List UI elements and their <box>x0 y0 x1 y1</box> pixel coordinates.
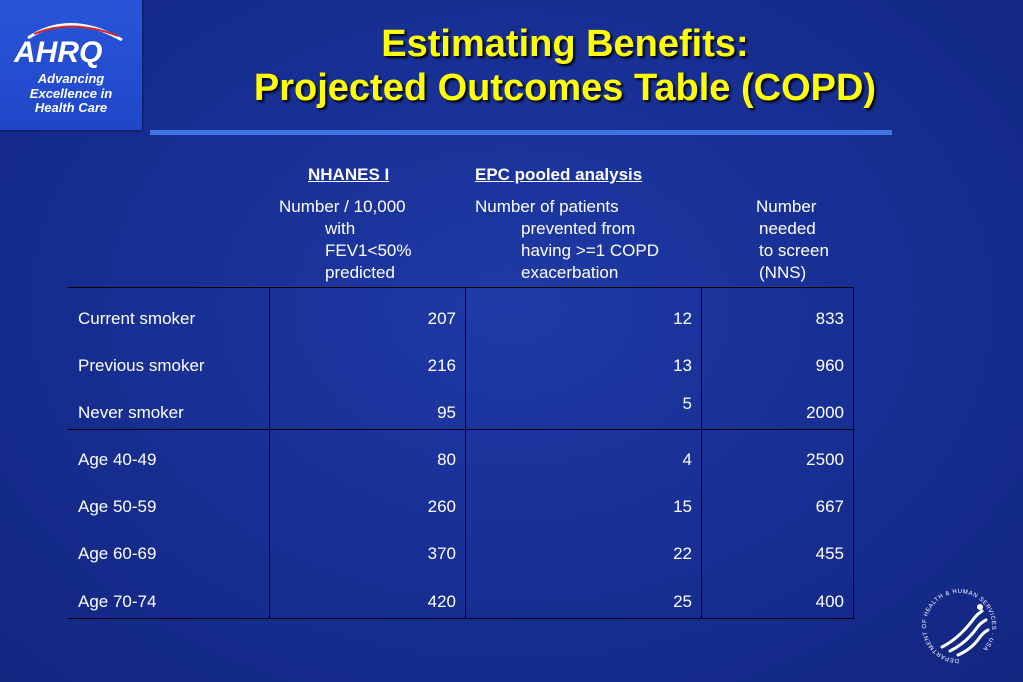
ahrq-wordmark-icon: AHRQ <box>13 23 123 69</box>
row-label: Age 60-69 <box>78 544 157 563</box>
subheader-line: Number <box>756 197 817 216</box>
cell-nhanes: 80 <box>437 450 456 469</box>
cell-nns: 2500 <box>806 450 844 469</box>
table-group-divider <box>68 429 854 430</box>
row-label: Never smoker <box>78 403 184 422</box>
subheader-line: Number of patients <box>475 197 619 216</box>
subheader-line: with <box>325 219 356 238</box>
subheader-epc: Number of patients prevented from having… <box>475 196 659 284</box>
table-column-divider <box>701 287 702 619</box>
cell-nhanes: 216 <box>427 356 456 375</box>
row-label: Current smoker <box>78 309 196 328</box>
ahrq-logo: AHRQ Advancing Excellence in Health Care <box>0 0 142 130</box>
row-label: Age 70-74 <box>78 592 157 611</box>
logo-tagline-line: Health Care <box>34 100 108 115</box>
subheader-line: needed <box>759 219 816 238</box>
seal-ring-text: DEPARTMENT OF HEALTH & HUMAN SERVICES · … <box>922 589 995 663</box>
cell-nns: 960 <box>815 356 844 375</box>
cell-epc: 22 <box>673 544 692 563</box>
subheader-line: to screen <box>759 241 829 260</box>
cell-nns: 833 <box>815 309 844 328</box>
cell-nhanes: 95 <box>437 403 456 422</box>
table-column-divider <box>465 287 466 619</box>
row-label: Age 50-59 <box>78 497 157 516</box>
subheader-line: FEV1<50% <box>325 241 412 260</box>
subheader-nns: Number needed to screen (NNS) <box>756 196 829 284</box>
cell-nns: 667 <box>815 497 844 516</box>
cell-epc: 5 <box>682 394 692 413</box>
subheader-line: (NNS) <box>759 263 807 282</box>
cell-epc: 15 <box>673 497 692 516</box>
subheader-line: having >=1 COPD <box>521 241 659 260</box>
logo-tagline-line: Advancing <box>37 71 105 86</box>
header-nhanes: NHANES I <box>308 165 390 184</box>
logo-tagline: Advancing Excellence in Health Care <box>0 71 142 116</box>
slide-title-line-1: Estimating Benefits: <box>381 23 749 65</box>
cell-nhanes: 370 <box>427 544 456 563</box>
table-column-divider <box>269 287 270 619</box>
cell-nns: 2000 <box>806 403 844 422</box>
cell-epc: 25 <box>673 592 692 611</box>
hhs-seal-icon: DEPARTMENT OF HEALTH & HUMAN SERVICES · … <box>922 589 996 663</box>
cell-epc: 4 <box>682 450 692 469</box>
cell-nns: 400 <box>815 592 844 611</box>
header-epc: EPC pooled analysis <box>475 165 643 184</box>
subheader-line: prevented from <box>521 219 636 238</box>
subheader-nhanes: Number / 10,000 with FEV1<50% predicted <box>279 196 411 284</box>
subheader-line: Number / 10,000 <box>279 197 406 216</box>
table-top-border <box>68 287 854 288</box>
cell-nhanes: 420 <box>427 592 456 611</box>
cell-nhanes: 260 <box>427 497 456 516</box>
subheader-line: exacerbation <box>521 263 619 282</box>
cell-nhanes: 207 <box>427 309 456 328</box>
cell-nns: 455 <box>815 544 844 563</box>
subheader-line: predicted <box>325 263 395 282</box>
table-bottom-border <box>68 618 854 619</box>
cell-epc: 12 <box>673 309 692 328</box>
slide-title-line-2: Projected Outcomes Table (COPD) <box>253 67 877 109</box>
cell-epc: 13 <box>673 356 692 375</box>
svg-text:DEPARTMENT OF HEALTH & HUMAN S: DEPARTMENT OF HEALTH & HUMAN SERVICES · … <box>922 589 996 663</box>
logo-name-text: AHRQ <box>13 36 102 69</box>
slide-title: Estimating Benefits: Projected Outcomes … <box>150 22 980 110</box>
row-label: Previous smoker <box>78 356 205 375</box>
title-divider <box>150 130 892 135</box>
table-right-border <box>853 287 854 619</box>
logo-tagline-line: Excellence in <box>29 85 113 101</box>
row-label: Age 40-49 <box>78 450 157 469</box>
